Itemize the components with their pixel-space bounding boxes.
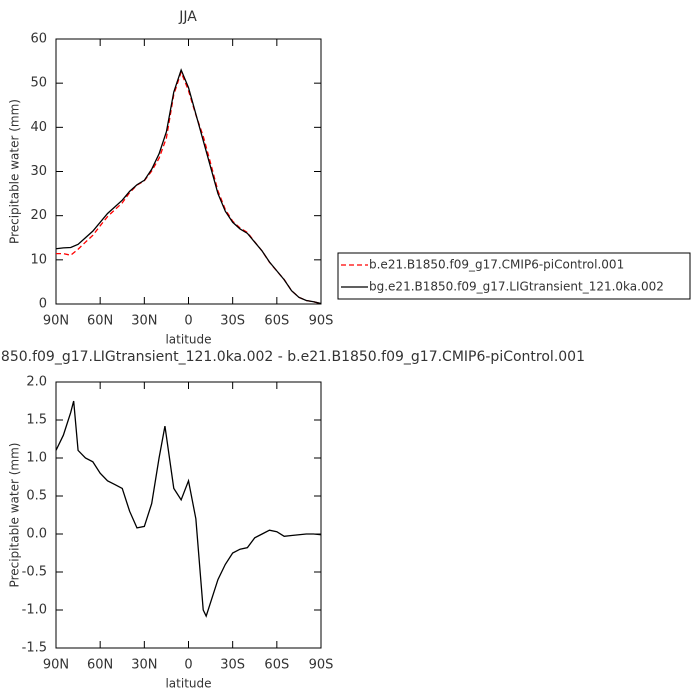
x-tick-label: 60N: [87, 314, 113, 329]
legend-box: [337, 252, 691, 300]
data-line: [56, 70, 322, 305]
x-tick-label: 30S: [220, 658, 245, 673]
legend-label: bg.e21.B1850.f09_g17.LIGtransient_121.0k…: [369, 280, 664, 294]
y-tick-label: 1.0: [26, 451, 47, 466]
y-tick-label: 50: [30, 76, 47, 91]
x-tick-label: 0: [184, 314, 192, 329]
y-tick-label: 0: [39, 297, 47, 312]
x-axis-label: latitude: [165, 333, 211, 347]
y-tick-label: 0.0: [26, 527, 47, 542]
data-line: [55, 68, 322, 305]
y-axis-label: Precipitable water (mm): [8, 99, 22, 244]
x-axis-label: latitude: [165, 677, 211, 691]
x-tick-label: 60S: [264, 658, 289, 673]
x-tick-label: 30S: [220, 314, 245, 329]
x-tick-label: 90N: [43, 314, 69, 329]
legend-label: b.e21.B1850.f09_g17.CMIP6-piControl.001: [369, 258, 624, 272]
x-tick-label: 90S: [309, 314, 334, 329]
chart-title: bg.e21.B1850.f09_g17.LIGtransient_121.0k…: [0, 349, 585, 365]
x-tick-label: 0: [184, 658, 192, 673]
x-tick-label: 30N: [131, 658, 157, 673]
chart-title: JJA: [178, 9, 197, 25]
y-tick-label: 1.5: [26, 413, 47, 428]
y-axis-label: Precipitable water (mm): [8, 443, 22, 588]
y-tick-label: -1.5: [22, 641, 47, 656]
plot-frame: [55, 38, 322, 305]
y-tick-label: -0.5: [22, 565, 47, 580]
x-tick-label: 30N: [131, 314, 157, 329]
y-tick-label: 30: [30, 164, 47, 179]
x-tick-label: 90S: [309, 658, 334, 673]
data-line: [55, 400, 322, 618]
x-tick-label: 60S: [264, 314, 289, 329]
plot-frame: [55, 381, 322, 649]
y-tick-label: 2.0: [26, 375, 47, 390]
x-tick-label: 60N: [87, 658, 113, 673]
y-tick-label: 20: [30, 208, 47, 223]
x-tick-label: 90N: [43, 658, 69, 673]
y-tick-label: -1.0: [22, 603, 47, 618]
y-tick-label: 10: [30, 252, 47, 267]
y-tick-label: 60: [30, 32, 47, 47]
y-tick-label: 0.5: [26, 489, 47, 504]
y-tick-label: 40: [30, 120, 47, 135]
